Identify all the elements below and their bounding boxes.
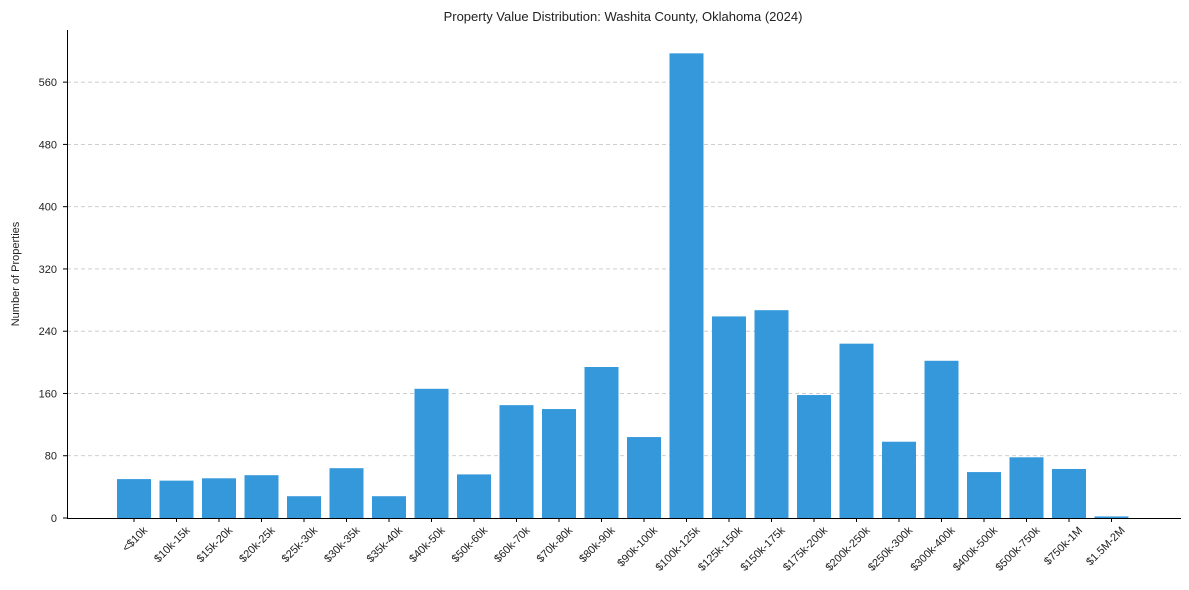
x-tick-label: $80k-90k: [577, 524, 618, 565]
x-tick-label: $250k-300k: [866, 524, 915, 573]
bar: [117, 479, 151, 518]
bar: [159, 480, 194, 518]
x-tick-label: $300k-400k: [908, 524, 957, 573]
bar: [372, 496, 406, 518]
x-tick-label: $500k-750k: [993, 524, 1042, 573]
y-axis-label: Number of Properties: [10, 221, 22, 326]
x-tick-label: $125k-150k: [696, 524, 745, 573]
y-tick-label: 160: [39, 388, 57, 400]
x-tick-label: $100k-125k: [653, 524, 702, 573]
y-ticks: 0 80 160 240 320 400 480 560: [39, 77, 67, 525]
bar: [924, 360, 959, 518]
y-tick-label: 320: [39, 264, 57, 276]
y-tick-label: 0: [51, 513, 57, 525]
bar: [329, 468, 364, 518]
bar: [712, 316, 746, 518]
x-tick-label: $35k-40k: [365, 524, 406, 565]
bar: [414, 388, 449, 518]
bar: [457, 474, 491, 518]
x-tick-label: <$10k: [120, 524, 150, 554]
y-tick-label: 80: [45, 451, 57, 463]
chart-title: Property Value Distribution: Washita Cou…: [444, 9, 803, 24]
x-tick-label: $10k-15k: [152, 524, 193, 565]
bar: [839, 343, 874, 518]
bar: [967, 472, 1001, 518]
bar: [499, 405, 534, 518]
grid-lines: [67, 81, 1181, 457]
x-tick-label: $175k-200k: [781, 524, 830, 573]
x-tick-label: $200k-250k: [823, 524, 872, 573]
bar: [202, 478, 236, 518]
x-tick-label: $70k-80k: [535, 524, 576, 565]
y-tick-label: 480: [39, 139, 57, 151]
x-tick-label: $40k-50k: [407, 524, 448, 565]
bar: [1009, 457, 1044, 518]
bar: [627, 437, 661, 518]
x-tick-label: $30k-35k: [322, 524, 363, 565]
bar: [1094, 516, 1129, 518]
x-tick-label: $1.5M-2M: [1084, 525, 1128, 569]
x-tick-label: $50k-60k: [450, 524, 491, 565]
bar: [797, 395, 831, 518]
x-tick-label: $750k-1M: [1042, 525, 1085, 568]
bar: [584, 367, 619, 518]
bar: [754, 310, 789, 518]
bar: [244, 475, 279, 518]
bar: [669, 53, 704, 519]
x-tick-label: $150k-175k: [738, 524, 787, 573]
x-tick-label: $20k-25k: [237, 524, 278, 565]
bar: [287, 496, 321, 518]
x-tick-label: $90k-100k: [615, 524, 660, 569]
x-ticks: <$10k $10k-15k $15k-20k $20k-25k $25k-30k $30…: [120, 518, 1128, 574]
y-tick-label: 560: [39, 77, 57, 89]
x-tick-label: $60k-70k: [492, 524, 533, 565]
x-tick-label: $25k-30k: [280, 524, 321, 565]
x-tick-label: $400k-500k: [951, 524, 1000, 573]
y-tick-label: 240: [39, 326, 57, 338]
x-tick-label: $15k-20k: [195, 524, 236, 565]
bars: [117, 53, 1129, 519]
bar: [542, 409, 576, 518]
bar: [1052, 468, 1086, 518]
y-tick-label: 400: [39, 202, 57, 214]
bar: [882, 441, 916, 518]
